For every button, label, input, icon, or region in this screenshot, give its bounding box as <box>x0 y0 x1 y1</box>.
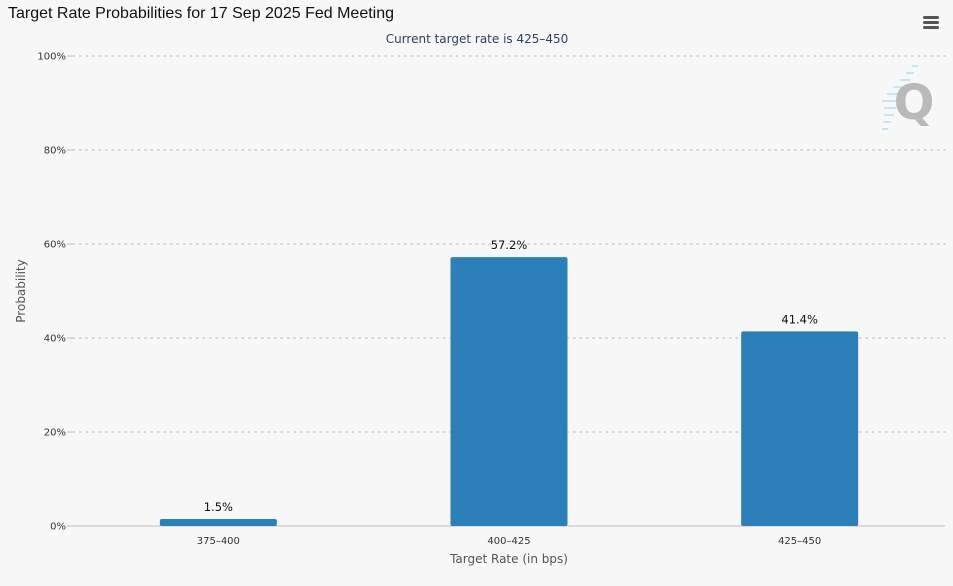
bar-data-label: 57.2% <box>491 238 528 252</box>
chart-subtitle: Current target rate is 425–450 <box>386 32 569 46</box>
bar-data-label: 1.5% <box>204 500 233 514</box>
bar[interactable] <box>450 257 568 526</box>
y-axis-title: Probability <box>14 259 28 322</box>
y-axis: 0% 20% 40% 60% 80% 100% <box>37 52 73 533</box>
bar-data-label: 41.4% <box>781 312 818 326</box>
bar[interactable] <box>159 518 277 526</box>
x-tick-label: 400–425 <box>487 536 530 547</box>
y-tick-label: 80% <box>44 146 66 157</box>
bars: 1.5% 57.2% 41.4% <box>159 238 859 526</box>
y-tick-label: 60% <box>44 240 66 251</box>
y-tick-label: 40% <box>44 334 66 345</box>
x-axis-title: Target Rate (in bps) <box>449 552 568 566</box>
x-tick-label: 375–400 <box>197 536 240 547</box>
y-tick-label: 20% <box>44 428 66 439</box>
page-title: Target Rate Probabilities for 17 Sep 202… <box>8 5 395 22</box>
x-tick-label: 425–450 <box>778 536 821 547</box>
quikstrike-logo-icon: Q <box>882 65 935 131</box>
y-tick-label: 0% <box>50 522 66 533</box>
watermark-letter: Q <box>894 75 935 131</box>
y-tick-label: 100% <box>37 52 66 63</box>
bar[interactable] <box>741 331 859 526</box>
x-axis: 375–400 400–425 425–450 <box>197 536 822 547</box>
hamburger-menu-icon[interactable] <box>921 14 941 32</box>
